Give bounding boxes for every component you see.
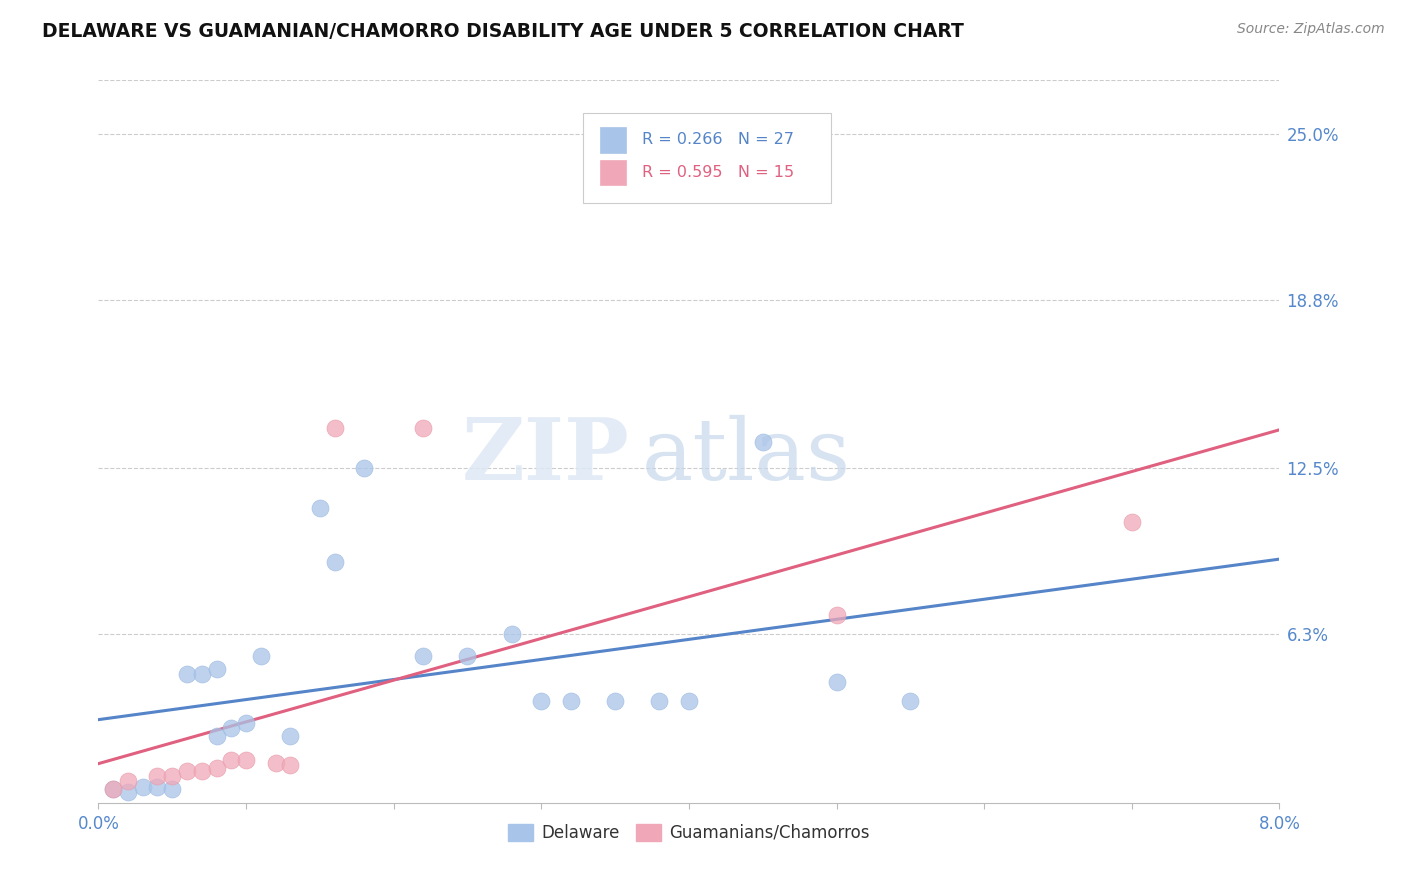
Point [146,780,169,794]
Y-axis label: Disability Age Under 5: Disability Age Under 5 [0,349,8,534]
Point [162,782,183,797]
Text: R = 0.266   N = 27: R = 0.266 N = 27 [641,132,794,147]
Point [191,764,214,778]
Point [309,501,332,516]
Point [205,662,228,676]
Point [678,694,700,708]
Point [103,782,125,797]
Legend: Delaware, Guamanians/Chamorros: Delaware, Guamanians/Chamorros [501,817,877,848]
Point [323,421,346,435]
Point [235,753,257,767]
Point [132,780,155,794]
Point [191,667,214,681]
Point [103,782,125,797]
Point [605,694,627,708]
Point [250,648,273,663]
Point [752,434,775,449]
Point [162,769,183,783]
Point [146,769,169,783]
Point [205,729,228,743]
Point [176,764,198,778]
Point [280,729,302,743]
Point [457,648,479,663]
Point [235,715,257,730]
Point [530,694,553,708]
Point [900,694,922,708]
Point [176,667,198,681]
Point [1121,515,1143,529]
Bar [600,128,626,153]
Point [117,774,139,789]
Point [501,627,523,641]
Text: DELAWARE VS GUAMANIAN/CHAMORRO DISABILITY AGE UNDER 5 CORRELATION CHART: DELAWARE VS GUAMANIAN/CHAMORRO DISABILIT… [42,22,965,41]
Point [264,756,287,770]
Text: R = 0.595   N = 15: R = 0.595 N = 15 [641,165,794,180]
Point [205,761,228,775]
Point [323,555,346,569]
FancyBboxPatch shape [582,112,831,203]
Point [560,694,582,708]
Text: ZIP: ZIP [463,414,630,498]
Text: atlas: atlas [641,415,851,498]
Point [825,608,848,623]
Point [117,785,139,799]
Point [221,721,243,735]
Point [221,753,243,767]
Point [825,675,848,690]
Point [280,758,302,772]
Point [412,421,434,435]
Point [412,648,434,663]
Text: Source: ZipAtlas.com: Source: ZipAtlas.com [1237,22,1385,37]
Bar [600,160,626,185]
Point [648,694,671,708]
Point [353,461,375,475]
